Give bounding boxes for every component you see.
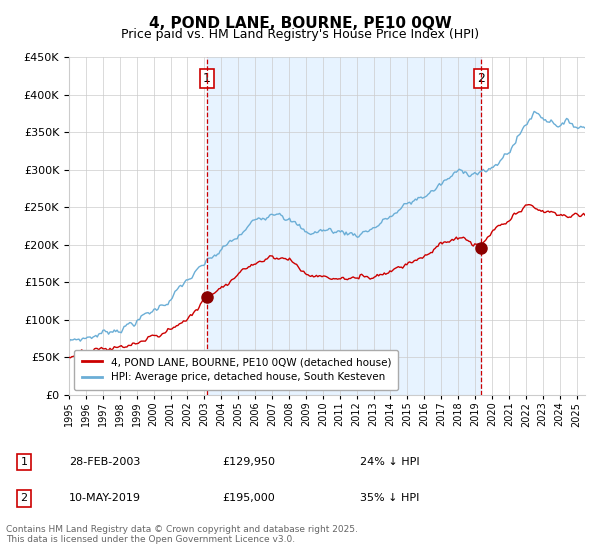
Text: 10-MAY-2019: 10-MAY-2019	[69, 493, 141, 503]
Text: Price paid vs. HM Land Registry's House Price Index (HPI): Price paid vs. HM Land Registry's House …	[121, 28, 479, 41]
Legend: 4, POND LANE, BOURNE, PE10 0QW (detached house), HPI: Average price, detached ho: 4, POND LANE, BOURNE, PE10 0QW (detached…	[74, 350, 398, 390]
Text: 28-FEB-2003: 28-FEB-2003	[69, 457, 140, 467]
Text: 2: 2	[20, 493, 28, 503]
Text: 2: 2	[478, 72, 485, 85]
Text: £195,000: £195,000	[222, 493, 275, 503]
Text: £129,950: £129,950	[222, 457, 275, 467]
Text: 24% ↓ HPI: 24% ↓ HPI	[360, 457, 419, 467]
Bar	[207, 57, 481, 395]
Text: 1: 1	[20, 457, 28, 467]
Text: Contains HM Land Registry data © Crown copyright and database right 2025.
This d: Contains HM Land Registry data © Crown c…	[6, 525, 358, 544]
Text: 4, POND LANE, BOURNE, PE10 0QW: 4, POND LANE, BOURNE, PE10 0QW	[149, 16, 451, 31]
Text: 35% ↓ HPI: 35% ↓ HPI	[360, 493, 419, 503]
Text: 1: 1	[203, 72, 211, 85]
